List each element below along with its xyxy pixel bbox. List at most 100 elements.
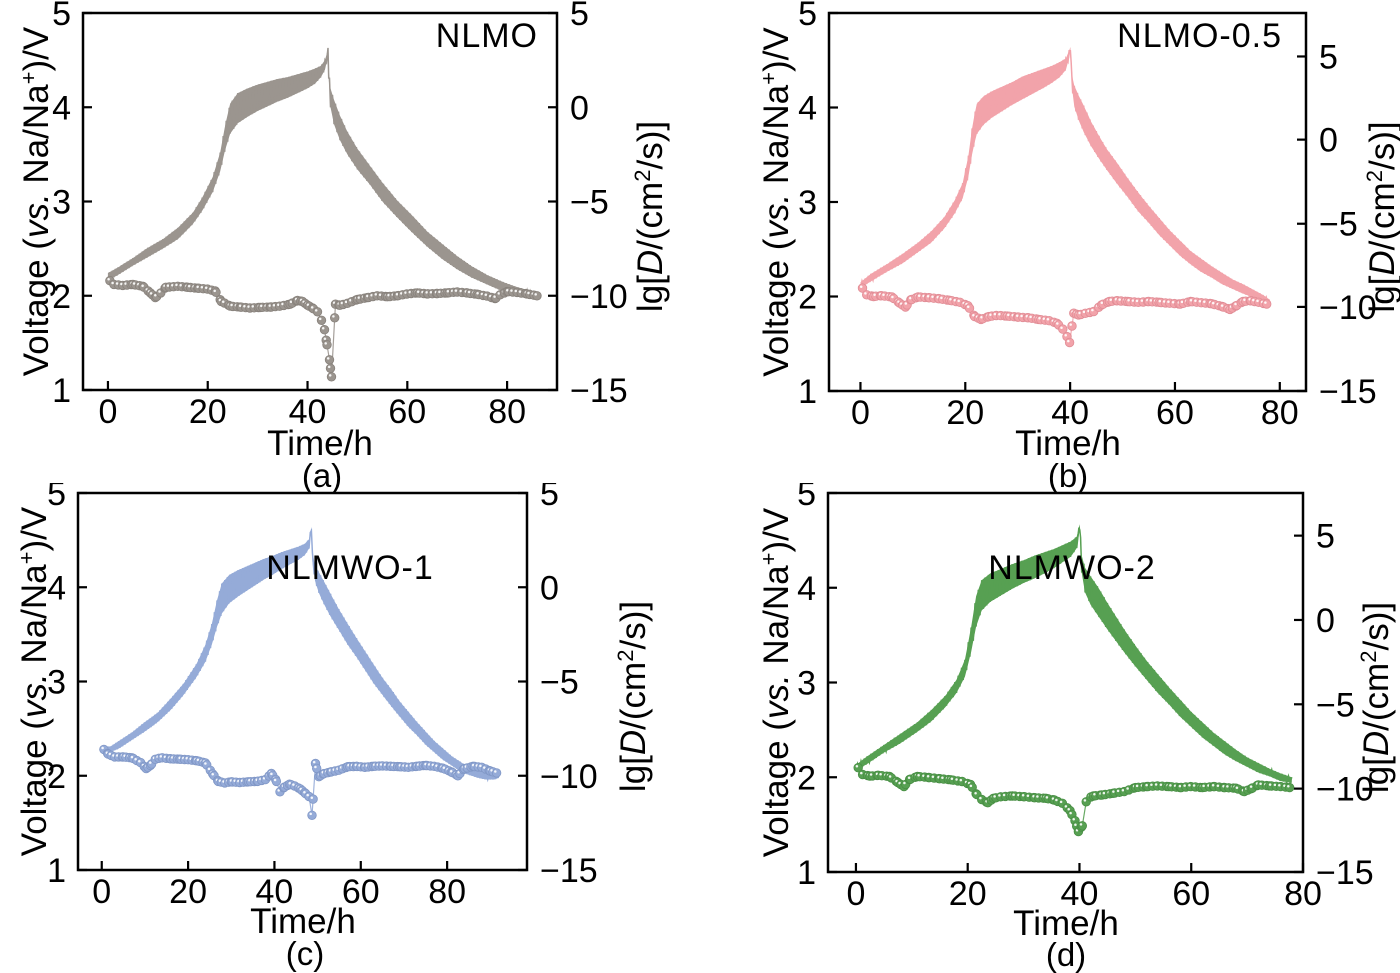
marker-highlight	[1126, 787, 1129, 790]
marker-highlight	[379, 763, 383, 766]
marker-highlight	[175, 283, 178, 287]
marker-highlight	[1167, 300, 1170, 304]
sample-label-c: NLMWO-1	[266, 549, 434, 587]
y-axis-title-left: Voltage (vs. Na/Na+)/V	[16, 26, 56, 376]
marker-highlight	[1183, 784, 1186, 787]
marker-highlight	[1055, 798, 1058, 802]
diffusion-marker	[307, 810, 317, 821]
marker-highlight	[869, 773, 873, 776]
marker-highlight	[1002, 793, 1006, 797]
y-axis-right: 5 0 −5 −10 −15	[1294, 518, 1374, 892]
marker-highlight	[980, 316, 983, 319]
y-axis-title-right: lg[D/(cm2/s)]	[630, 121, 670, 312]
x-tick-label: 40	[1061, 875, 1099, 913]
marker-highlight	[1220, 304, 1224, 307]
marker-highlight	[998, 794, 1001, 797]
marker-highlight	[416, 290, 420, 293]
marker-highlight	[288, 782, 292, 785]
marker-highlight	[251, 305, 255, 308]
diffusion-markers	[105, 276, 542, 382]
marker-highlight	[328, 374, 332, 377]
y-left-tick-label: 5	[47, 483, 66, 513]
y-axis-title-left: Voltage (vs. Na/Na+)/V	[14, 506, 54, 856]
y-right-tick-label: −15	[540, 852, 598, 890]
marker-highlight	[931, 295, 934, 299]
marker-highlight	[268, 304, 272, 307]
y-left-tick-label: 2	[47, 758, 66, 796]
marker-highlight	[408, 290, 412, 294]
marker-highlight	[357, 296, 361, 299]
marker-highlight	[855, 765, 859, 768]
y-axis-title-right: lg[D/(cm2/s)]	[1362, 121, 1400, 312]
marker-highlight	[1171, 300, 1175, 304]
marker-highlight	[303, 791, 306, 794]
marker-highlight	[1036, 795, 1039, 798]
x-axis-title-b: Time/h	[1015, 424, 1121, 463]
diffusion-marker	[1077, 821, 1088, 831]
y-right-tick-label: −5	[570, 184, 609, 222]
marker-highlight	[957, 299, 960, 303]
marker-highlight	[959, 778, 963, 782]
marker-highlight	[860, 771, 863, 775]
marker-highlight	[158, 290, 161, 293]
marker-highlight	[277, 789, 280, 792]
y-right-tick-label: 5	[1316, 518, 1335, 556]
marker-highlight	[1102, 791, 1106, 795]
marker-highlight	[166, 284, 170, 287]
marker-highlight	[1064, 333, 1067, 337]
marker-highlight	[1042, 317, 1046, 321]
marker-highlight	[309, 812, 312, 816]
marker-highlight	[272, 303, 276, 307]
marker-highlight	[1169, 784, 1172, 787]
marker-highlight	[953, 298, 957, 302]
marker-highlight	[207, 767, 211, 771]
y-right-tick-label: −10	[570, 278, 628, 316]
marker-highlight	[859, 285, 863, 288]
marker-highlight	[366, 294, 369, 298]
gitt-pulse-zigzag	[859, 50, 1270, 305]
y-right-tick-label: −10	[540, 758, 598, 796]
y-axis-right: 5 0 −5 −10 −15	[548, 0, 628, 410]
marker-highlight	[1064, 805, 1068, 808]
y-axis-right: 5 0 −5 −10 −15	[518, 483, 598, 890]
voltage-band	[107, 47, 538, 298]
marker-highlight	[483, 766, 486, 769]
marker-highlight	[1256, 299, 1259, 303]
marker-highlight	[1278, 783, 1281, 787]
marker-highlight	[1252, 298, 1255, 302]
y-axis-right: 5 0 −5 −10 −15	[1297, 38, 1377, 411]
marker-highlight	[1202, 784, 1205, 788]
marker-highlight	[1121, 788, 1125, 792]
x-tick-label: 40	[289, 393, 327, 431]
marker-highlight	[1194, 299, 1197, 303]
marker-highlight	[1078, 311, 1081, 315]
marker-highlight	[1118, 298, 1121, 301]
marker-highlight	[349, 299, 352, 302]
x-tick-label: 0	[92, 873, 111, 911]
marker-highlight	[1116, 789, 1120, 793]
marker-highlight	[1029, 315, 1032, 319]
marker-highlight	[514, 289, 518, 293]
marker-highlight	[238, 304, 242, 308]
panel-caption-c: (c)	[285, 935, 325, 972]
marker-highlight	[1012, 793, 1015, 796]
y-right-tick-label: −10	[1316, 771, 1374, 809]
marker-highlight	[1020, 314, 1023, 318]
marker-highlight	[310, 306, 314, 309]
y-left-tick-label: 3	[52, 184, 71, 222]
diffusion-marker	[1067, 321, 1077, 331]
marker-highlight	[273, 778, 277, 782]
diffusion-marker	[324, 355, 335, 365]
marker-highlight	[289, 300, 293, 303]
y-axis-left: 1 2 3 4 5	[47, 483, 87, 890]
y-left-tick-label: 3	[798, 184, 817, 222]
y-right-tick-label: 5	[1319, 38, 1338, 76]
marker-highlight	[1154, 783, 1158, 786]
marker-highlight	[1091, 308, 1094, 312]
marker-highlight	[1235, 786, 1239, 789]
y-right-tick-label: −5	[1319, 206, 1358, 244]
marker-highlight	[387, 293, 390, 297]
marker-highlight	[1145, 783, 1148, 787]
marker-highlight	[969, 784, 973, 788]
marker-highlight	[138, 759, 141, 763]
